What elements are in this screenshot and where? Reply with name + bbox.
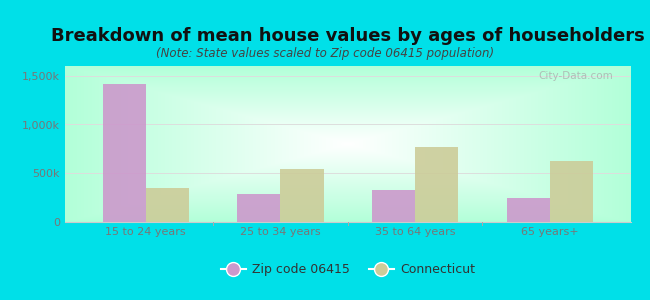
Bar bbox=[550, 161, 593, 222]
Bar bbox=[280, 169, 324, 222]
Text: (Note: State values scaled to Zip code 06415 population): (Note: State values scaled to Zip code 0… bbox=[156, 46, 494, 59]
Bar bbox=[146, 188, 189, 222]
Legend: Zip code 06415, Connecticut: Zip code 06415, Connecticut bbox=[216, 258, 480, 281]
Bar bbox=[372, 190, 415, 222]
Title: Breakdown of mean house values by ages of householders: Breakdown of mean house values by ages o… bbox=[51, 27, 645, 45]
Bar bbox=[506, 198, 550, 222]
Bar bbox=[415, 147, 458, 222]
Text: City-Data.com: City-Data.com bbox=[539, 71, 614, 81]
Bar bbox=[103, 83, 146, 222]
Bar bbox=[237, 194, 280, 222]
